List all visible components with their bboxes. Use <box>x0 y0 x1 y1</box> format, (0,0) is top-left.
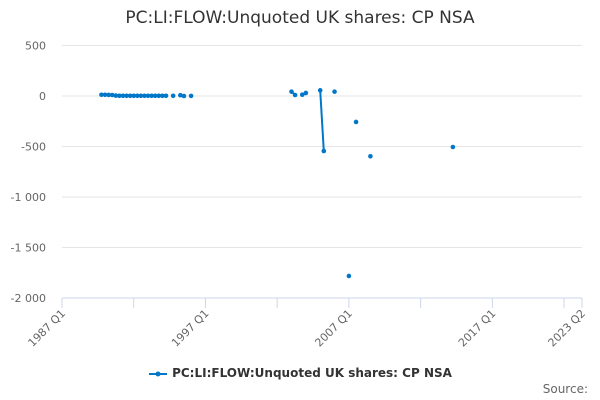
data-point <box>303 90 309 96</box>
y-tick-label: -1 000 <box>11 191 46 204</box>
data-point <box>299 92 305 97</box>
data-point <box>163 93 169 99</box>
x-tick-label: 2007 Q1 <box>312 307 355 350</box>
data-point <box>188 93 194 99</box>
y-tick-label: 500 <box>25 40 46 53</box>
data-point <box>145 93 151 99</box>
data-point <box>353 119 359 125</box>
data-point <box>289 89 294 94</box>
x-tick-label: 2017 Q1 <box>456 307 499 350</box>
y-tick-label: 0 <box>39 90 46 103</box>
data-point <box>117 93 122 99</box>
data-point <box>156 93 162 99</box>
data-point <box>109 92 115 98</box>
data-point <box>160 93 165 99</box>
data-point <box>368 153 373 159</box>
data-point <box>332 89 337 94</box>
data-point <box>99 92 104 98</box>
data-point <box>127 93 133 99</box>
data-point <box>149 93 154 99</box>
legend-line-marker-icon <box>149 371 168 376</box>
data-point <box>178 92 183 98</box>
data-point <box>113 93 119 98</box>
legend[interactable]: PC:LI:FLOW:Unquoted UK shares: CP NSA <box>0 366 600 380</box>
x-tick-label: 1997 Q1 <box>169 307 212 350</box>
series-line-segment <box>319 90 325 152</box>
data-point <box>317 88 323 93</box>
x-tick-label: 1987 Q1 <box>26 307 69 350</box>
chart-title: PC:LI:FLOW:Unquoted UK shares: CP NSA <box>125 8 475 28</box>
data-point <box>138 93 144 99</box>
data-point <box>102 92 108 98</box>
data-point <box>292 92 298 98</box>
data-point <box>170 93 176 99</box>
line-chart: 500 0 -500 -1 000 -1 500 -2 000 1987 Q1 1997 Q1… <box>11 40 589 350</box>
data-point <box>346 273 352 279</box>
data-point <box>120 93 126 99</box>
data-point <box>321 148 327 154</box>
legend-label: PC:LI:FLOW:Unquoted UK shares: CP NSA <box>172 366 452 380</box>
source-label: Source: <box>542 382 588 396</box>
data-point <box>106 92 111 98</box>
data-point <box>142 93 147 99</box>
data-point <box>135 93 140 99</box>
data-point <box>181 93 187 99</box>
x-tick-label: 2023 Q2 <box>546 307 589 350</box>
data-point <box>124 93 129 99</box>
data-point <box>152 93 158 99</box>
data-point <box>131 93 137 99</box>
y-tick-label: -1 500 <box>11 242 46 255</box>
y-tick-label: -2 000 <box>11 292 46 305</box>
data-point <box>450 144 456 150</box>
y-tick-label: -500 <box>21 141 46 154</box>
